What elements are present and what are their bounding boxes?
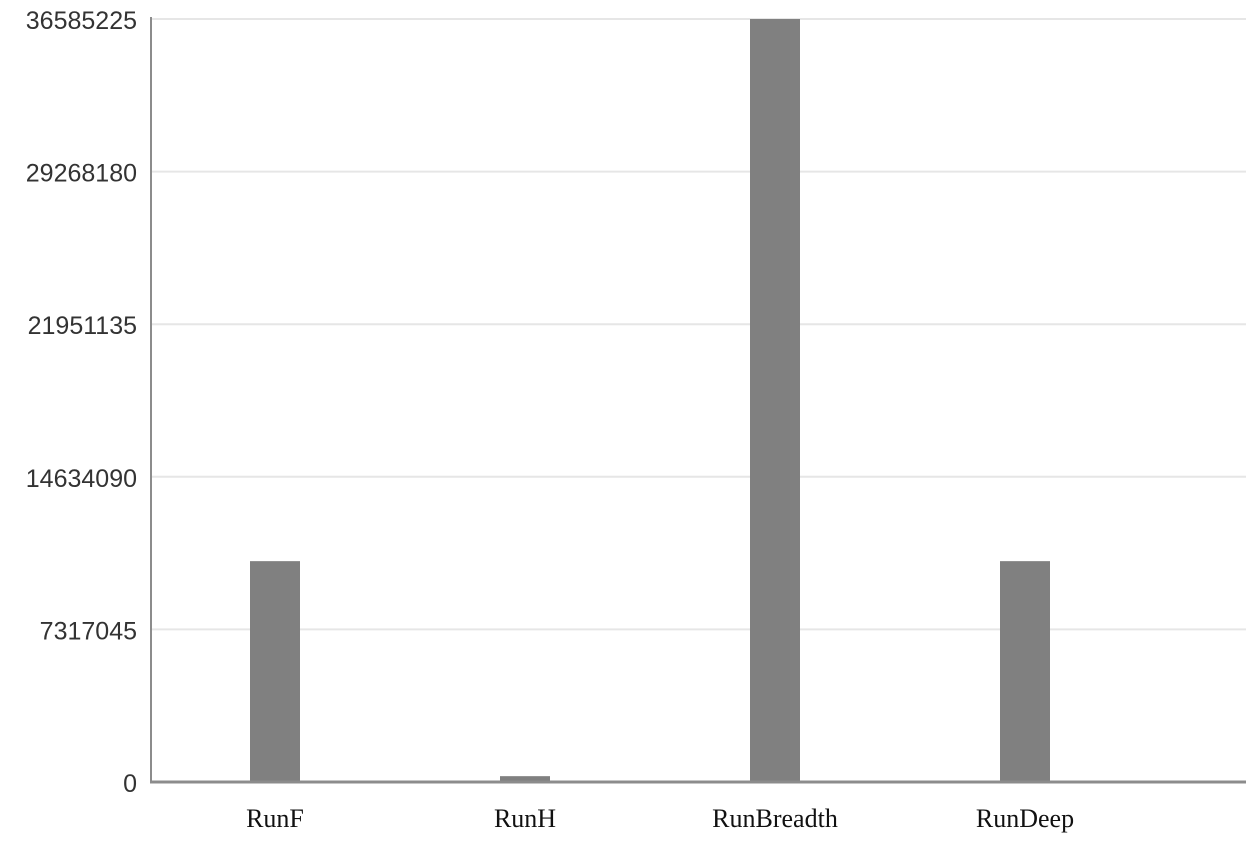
y-tick-label: 21951135 — [28, 312, 137, 340]
bars — [250, 19, 1050, 782]
y-tick-labels: 0 7317045 14634090 21951135 29268180 36585225 — [26, 7, 137, 798]
bar-rundeep — [1000, 561, 1050, 782]
x-tick-label: RunF — [246, 804, 304, 833]
bar-runh — [500, 776, 550, 782]
y-tick-label: 7317045 — [40, 617, 137, 645]
x-tick-label: RunH — [494, 804, 556, 833]
y-tick-label: 29268180 — [26, 160, 137, 188]
y-tick-label: 14634090 — [26, 465, 137, 493]
y-tick-label: 36585225 — [26, 7, 137, 35]
grid-lines — [151, 18, 1246, 631]
x-tick-label: RunDeep — [976, 804, 1074, 833]
y-tick-label: 0 — [123, 770, 137, 798]
x-tick-labels: RunF RunH RunBreadth RunDeep — [246, 804, 1074, 833]
bar-runf — [250, 561, 300, 782]
axes — [150, 17, 1246, 784]
x-tick-label: RunBreadth — [712, 804, 838, 833]
bar-runbreadth — [750, 19, 800, 782]
